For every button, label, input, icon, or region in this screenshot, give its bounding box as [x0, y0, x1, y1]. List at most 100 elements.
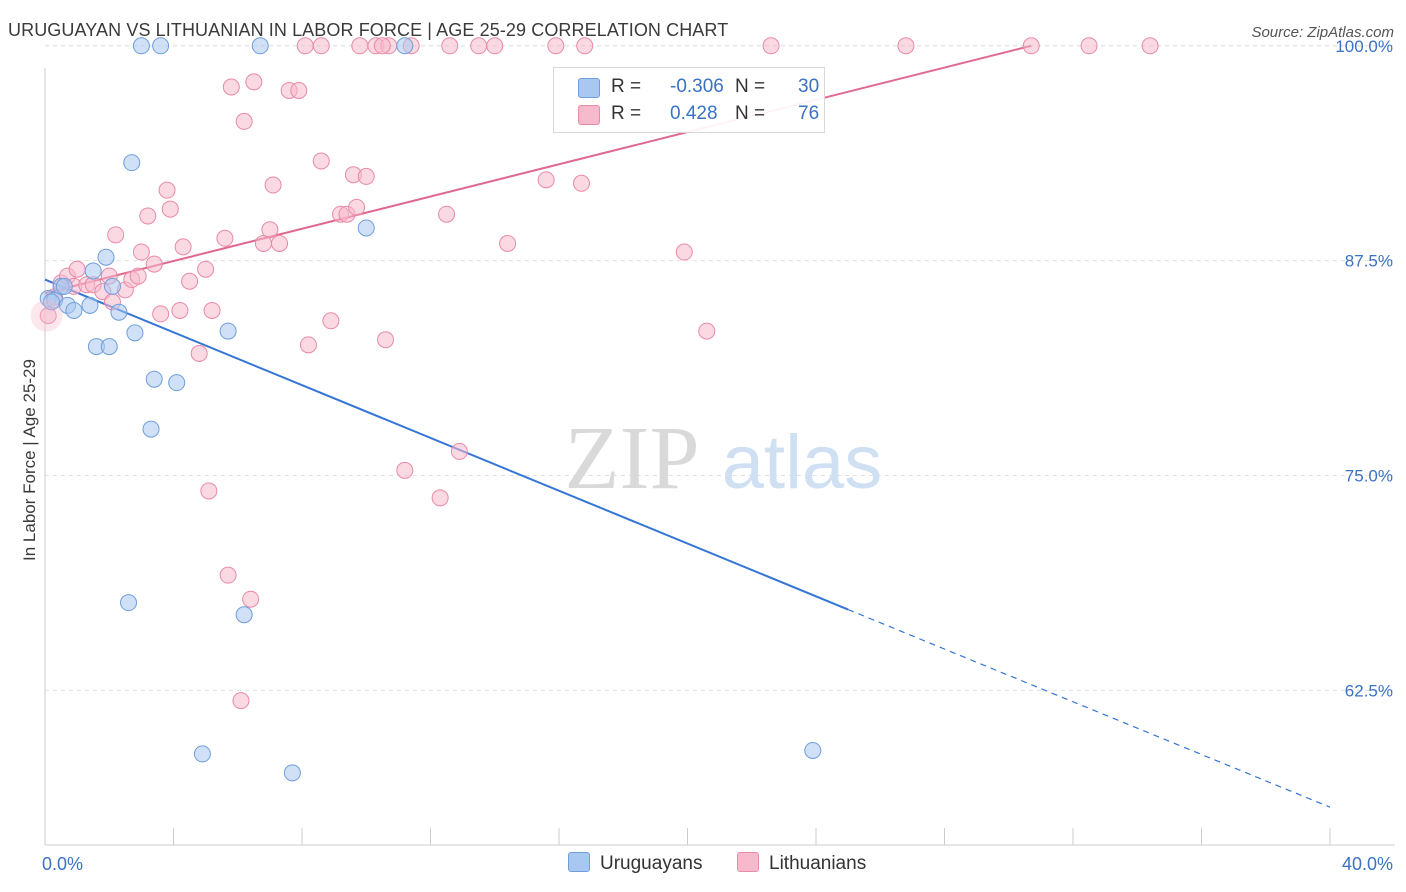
- point-uruguayan: [55, 277, 73, 295]
- point-lithuanian: [396, 461, 414, 479]
- point-lithuanian: [351, 37, 369, 55]
- point-uruguayan: [97, 248, 115, 266]
- point-lithuanian: [441, 37, 459, 55]
- point-uruguayan: [120, 594, 138, 612]
- point-lithuanian: [271, 234, 289, 252]
- point-lithuanian: [261, 221, 279, 239]
- point-lithuanian: [1141, 37, 1159, 55]
- point-uruguayan: [132, 37, 150, 55]
- legend-r-label: R =: [611, 103, 642, 124]
- point-lithuanian: [197, 260, 215, 278]
- point-lithuanian: [242, 590, 260, 608]
- point-lithuanian: [537, 171, 555, 189]
- point-lithuanian: [576, 37, 594, 55]
- point-lithuanian: [161, 200, 179, 218]
- watermark-atlas: atlas: [722, 420, 883, 505]
- y-tick-label: 62.5%: [1345, 681, 1393, 700]
- point-lithuanian: [450, 442, 468, 460]
- point-lithuanian: [348, 198, 366, 216]
- point-lithuanian: [897, 37, 915, 55]
- point-lithuanian: [216, 229, 234, 247]
- point-uruguayan: [357, 219, 375, 237]
- point-uruguayan: [251, 37, 269, 55]
- point-lithuanian: [312, 37, 330, 55]
- trend-lines: [44, 44, 1331, 808]
- point-uruguayan: [235, 606, 253, 624]
- tick-labels: 62.5% 75.0% 87.5% 100.0% 0.0% 40.0%: [42, 37, 1393, 874]
- y-tick-label: 100.0%: [1335, 37, 1393, 56]
- point-uruguayan: [126, 324, 144, 342]
- legend-n-label: N =: [735, 76, 766, 97]
- point-lithuanian: [264, 176, 282, 194]
- point-lithuanian: [1022, 37, 1040, 55]
- point-lithuanian: [290, 81, 308, 99]
- point-lithuanian: [499, 234, 517, 252]
- point-uruguayan: [142, 420, 160, 438]
- legend-swatch-pink: [578, 105, 600, 125]
- point-lithuanian: [675, 243, 693, 261]
- point-lithuanian: [190, 344, 208, 362]
- point-uruguayan: [219, 322, 237, 340]
- point-lithuanian: [219, 566, 237, 584]
- point-lithuanian: [145, 255, 163, 273]
- point-lithuanian: [171, 301, 189, 319]
- point-uruguayan: [283, 764, 301, 782]
- trend-line-lithuanians: [44, 44, 1032, 295]
- point-lithuanian: [129, 267, 147, 285]
- point-lithuanian: [132, 243, 150, 261]
- point-lithuanian: [174, 238, 192, 256]
- point-lithuanian: [296, 37, 314, 55]
- point-lithuanian: [1080, 37, 1098, 55]
- point-lithuanian: [431, 489, 449, 507]
- x-tick-label: 0.0%: [42, 854, 83, 874]
- legend-swatch-pink: [737, 852, 759, 872]
- point-lithuanian: [357, 167, 375, 185]
- point-uruguayan: [123, 154, 141, 172]
- point-lithuanian: [572, 174, 590, 192]
- point-lithuanian: [68, 260, 86, 278]
- point-lithuanian: [299, 336, 317, 354]
- point-lithuanian: [232, 692, 250, 710]
- chart-title: URUGUAYAN VS LITHUANIAN IN LABOR FORCE |…: [8, 20, 729, 40]
- point-uruguayan: [110, 303, 128, 321]
- point-uruguayan: [396, 37, 414, 55]
- watermark-zip: ZIP: [565, 409, 700, 508]
- point-lithuanian: [312, 152, 330, 170]
- legend-item-lithuanians[interactable]: Lithuanians: [737, 852, 866, 875]
- point-lithuanian: [547, 37, 565, 55]
- point-lithuanian: [203, 301, 221, 319]
- point-lithuanian: [200, 482, 218, 500]
- legend-r-value: -0.306: [670, 76, 724, 97]
- legend-n-value: 30: [798, 76, 820, 97]
- point-lithuanian: [322, 312, 340, 330]
- point-lithuanian: [698, 322, 716, 340]
- stats-legend: R = -0.306 N = 30 R = 0.428 N = 76: [553, 67, 825, 133]
- point-uruguayan: [65, 301, 83, 319]
- point-lithuanian: [139, 207, 157, 225]
- point-lithuanian: [152, 305, 170, 323]
- point-lithuanian: [181, 272, 199, 290]
- point-uruguayan: [168, 374, 186, 392]
- legend-swatch-blue: [578, 78, 600, 98]
- point-lithuanian: [222, 78, 240, 96]
- y-tick-label: 87.5%: [1345, 252, 1393, 271]
- point-uruguayan: [804, 741, 822, 759]
- point-lithuanian: [245, 73, 263, 91]
- grid-lines: [45, 45, 1395, 691]
- point-uruguayan: [145, 370, 163, 388]
- point-lithuanian: [470, 37, 488, 55]
- legend-r-label: R =: [611, 76, 642, 97]
- point-lithuanian: [235, 112, 253, 130]
- legend-item-uruguayans[interactable]: Uruguayans: [568, 852, 702, 875]
- point-uruguayan: [152, 37, 170, 55]
- trend-line-uruguayans-extrapolated: [847, 608, 1331, 808]
- legend-n-label: N =: [735, 103, 766, 124]
- legend-label-uruguayans: Uruguayans: [600, 853, 703, 874]
- y-tick-label: 75.0%: [1345, 466, 1393, 485]
- point-lithuanian-cluster: [30, 299, 63, 332]
- point-lithuanian: [486, 37, 504, 55]
- trend-line-uruguayans: [44, 278, 849, 611]
- legend-n-value: 76: [798, 103, 820, 124]
- point-uruguayan: [103, 277, 121, 295]
